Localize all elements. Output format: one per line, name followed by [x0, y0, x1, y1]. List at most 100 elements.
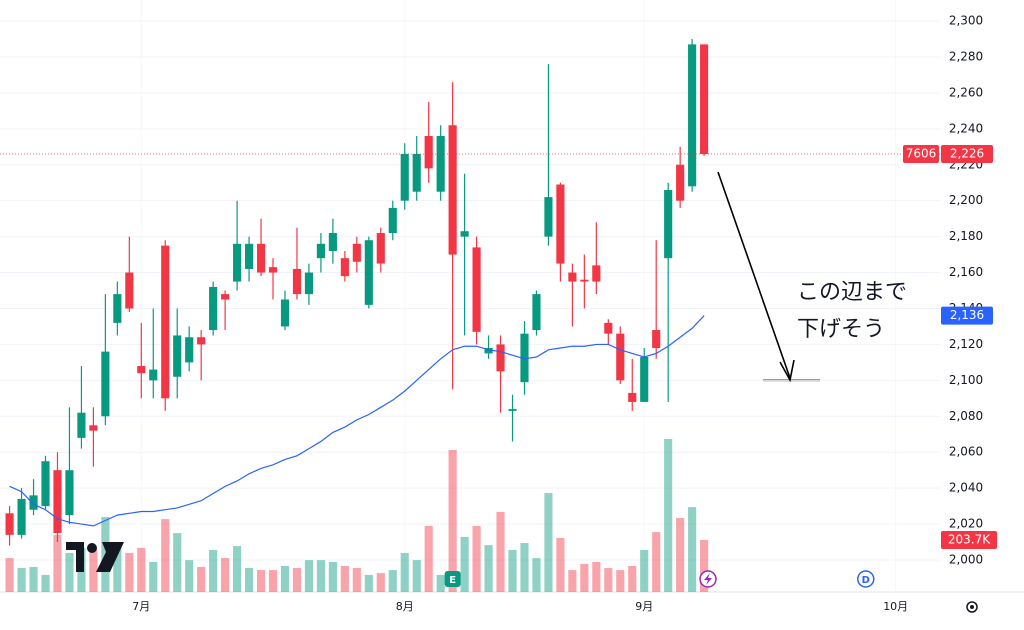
x-tick-label: 7月 [132, 600, 150, 613]
ma-tag [941, 306, 993, 325]
candle-body [436, 136, 445, 192]
candle-body [197, 337, 206, 345]
candle-body [101, 351, 110, 417]
candle-body [520, 333, 529, 383]
volume-bar [700, 540, 709, 592]
ma-tag-label: 2,136 [950, 308, 984, 322]
candle-body [137, 365, 146, 374]
x-tick-label: 9月 [635, 600, 653, 613]
volume-bar [496, 511, 505, 592]
candle-body [233, 243, 242, 282]
volume-bar [268, 570, 278, 592]
badge-shape [857, 570, 875, 588]
candle-body [376, 233, 385, 264]
y-tick-label: 2,260 [949, 85, 983, 99]
candle-body [173, 335, 182, 377]
candle-body [89, 425, 98, 431]
settings-icon[interactable] [966, 601, 978, 613]
y-tick-label: 2,000 [949, 553, 983, 567]
candle-body [328, 233, 337, 251]
candle-body [292, 268, 302, 295]
candle-body [472, 247, 481, 332]
candle-body [496, 344, 505, 372]
candle-body [113, 294, 122, 323]
candle-body [41, 461, 50, 507]
volume-bar [125, 552, 134, 592]
event-badge[interactable]: E [444, 571, 461, 587]
y-tick-label: 2,080 [949, 409, 983, 423]
event-badge[interactable]: D [857, 570, 875, 588]
candle-body [448, 125, 457, 255]
y-tick-label: 2,040 [949, 481, 983, 495]
candle-body [304, 272, 314, 295]
y-tick-label: 2,180 [949, 229, 983, 243]
candle-body [161, 245, 170, 399]
y-tick-label: 2,100 [949, 373, 983, 387]
candle-body [316, 243, 325, 259]
volume-bar [65, 552, 74, 592]
y-tick-label: 2,300 [949, 14, 983, 28]
volume-bar [173, 533, 182, 592]
moving-average [9, 315, 705, 527]
candle-body [544, 197, 553, 237]
volume-bar [412, 560, 421, 592]
volume-bar [436, 574, 445, 592]
volume-bar [364, 574, 373, 592]
y-tick-label: 2,120 [949, 337, 983, 351]
candle-body [17, 498, 26, 535]
candle-body [53, 470, 62, 534]
volume-bar [652, 532, 661, 592]
candle-body [460, 231, 469, 237]
candle-body [256, 243, 266, 273]
volume-bar [628, 565, 637, 592]
y-tick-label: 2,280 [949, 49, 983, 63]
volume-bar [508, 549, 517, 592]
volume-bar [640, 549, 649, 592]
y-tick-label: 2,240 [949, 121, 983, 135]
candle-body [424, 136, 433, 169]
candle-body [676, 164, 685, 201]
volume-bar [616, 570, 625, 592]
candle-body [484, 348, 493, 354]
volume-bar [388, 570, 397, 592]
volume-bar [244, 568, 254, 592]
annotation-text: 下げそう [797, 317, 885, 342]
volume-bar [328, 561, 337, 592]
candle-body [209, 286, 218, 331]
volume-bar [209, 549, 218, 592]
volume-bar [280, 565, 290, 592]
x-tick-label: 8月 [396, 600, 414, 613]
volume-bar [460, 536, 469, 592]
volume-bar [580, 563, 589, 592]
symbol-tag [903, 144, 939, 163]
volume-bar [544, 493, 553, 592]
candle-body [29, 495, 38, 510]
candle-body [568, 272, 577, 282]
candle-body [532, 294, 541, 331]
volume-bar [520, 543, 529, 592]
volume-bar [592, 561, 601, 592]
volume-bar [197, 567, 206, 592]
y-tick-label: 2,060 [949, 445, 983, 459]
candle-body [604, 322, 613, 334]
volume-bar [604, 568, 613, 592]
candle-body [244, 243, 254, 269]
candle-body [149, 369, 158, 381]
volume-bar [233, 546, 242, 592]
candle-body [640, 356, 649, 402]
badge-label: D [862, 575, 870, 586]
volume-bar [256, 570, 266, 592]
annotation-text: この辺まで [797, 280, 907, 305]
volume-bar [676, 518, 685, 592]
candle-body [592, 265, 601, 282]
candle-body [628, 392, 637, 402]
volume-bar [556, 537, 565, 592]
volume-bar [472, 525, 481, 592]
candle-body [65, 470, 74, 516]
lightning-icon[interactable] [699, 570, 717, 588]
volume-tag-label: 203.7K [948, 533, 991, 547]
volume-bar [316, 560, 325, 592]
volume-bar [53, 534, 62, 592]
volume-bar [89, 549, 98, 592]
price-tag-label: 2,226 [950, 146, 984, 160]
